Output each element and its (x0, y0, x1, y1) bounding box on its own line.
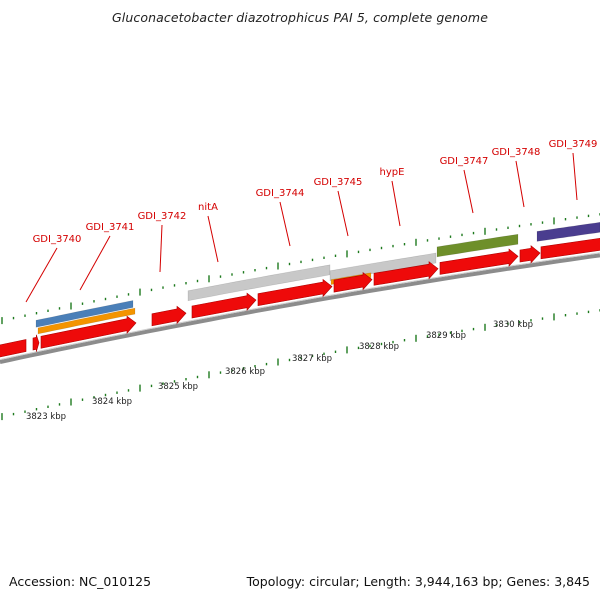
gene-label[interactable]: GDI_3745 (314, 177, 363, 188)
gene-label-leader (207, 215, 219, 263)
gene-label-leader (337, 190, 349, 237)
blue-feature-band (35, 300, 134, 328)
gene-label-leader (463, 169, 474, 214)
purple-feature-band (536, 221, 600, 242)
genome-backbone-highlight (0, 252, 600, 360)
cds-arrow-gdi3741[interactable] (40, 315, 137, 349)
cds-arrow-gdi3745[interactable] (333, 271, 373, 293)
cds-arrow-small[interactable] (32, 334, 40, 352)
gene-label-leader (515, 160, 525, 208)
cds-arrow-gdi3744[interactable] (257, 278, 333, 307)
scale-label: 3826 kbp (225, 367, 265, 377)
gene-label[interactable]: GDI_3741 (86, 222, 135, 233)
genome-backbone (0, 253, 600, 364)
cds-arrow-nitA[interactable] (191, 292, 257, 319)
cds-arrow-gdi3749[interactable] (540, 236, 600, 260)
scale-label: 3828 kbp (359, 342, 399, 352)
cds-arrow-gdi3748[interactable] (519, 245, 541, 264)
gene-label-leader (25, 247, 58, 303)
gene-label[interactable]: hypE (380, 167, 405, 178)
gene-label[interactable]: GDI_3744 (256, 188, 305, 199)
genome-summary-text: Topology: circular; Length: 3,944,163 bp… (246, 574, 590, 589)
gene-label[interactable]: GDI_3740 (33, 234, 82, 245)
gene-label-leader (159, 224, 163, 273)
gene-label-leader (391, 180, 401, 227)
gene-label-leader (279, 201, 291, 247)
green-feature-band (436, 233, 519, 258)
gene-label[interactable]: GDI_3749 (549, 139, 598, 150)
gene-label[interactable]: GDI_3748 (492, 147, 541, 158)
accession-text: Accession: NC_010125 (9, 574, 152, 589)
cds-arrow-gdi3742[interactable] (151, 305, 187, 327)
genome-title: Gluconacetobacter diazotrophicus PAI 5, … (112, 10, 488, 25)
scale-label: 3830 kbp (493, 320, 533, 330)
gene-label-leader (572, 152, 578, 201)
gene-label-leader (79, 235, 111, 291)
orange-feature-band (37, 307, 136, 335)
cds-arrow-hypE[interactable] (373, 261, 439, 286)
cds-arrow-gdi3747[interactable] (439, 248, 519, 275)
scale-label: 3827 kbp (292, 354, 332, 364)
scale-label: 3829 kbp (426, 331, 466, 341)
gene-label[interactable]: GDI_3742 (138, 211, 187, 222)
gene-label[interactable]: nitA (198, 202, 218, 213)
scale-label: 3823 kbp (26, 412, 66, 422)
scale-label: 3824 kbp (92, 397, 132, 407)
gene-label[interactable]: GDI_3747 (440, 156, 489, 167)
scale-label: 3825 kbp (158, 382, 198, 392)
cds-arrow-gdi3739[interactable] (0, 339, 27, 360)
